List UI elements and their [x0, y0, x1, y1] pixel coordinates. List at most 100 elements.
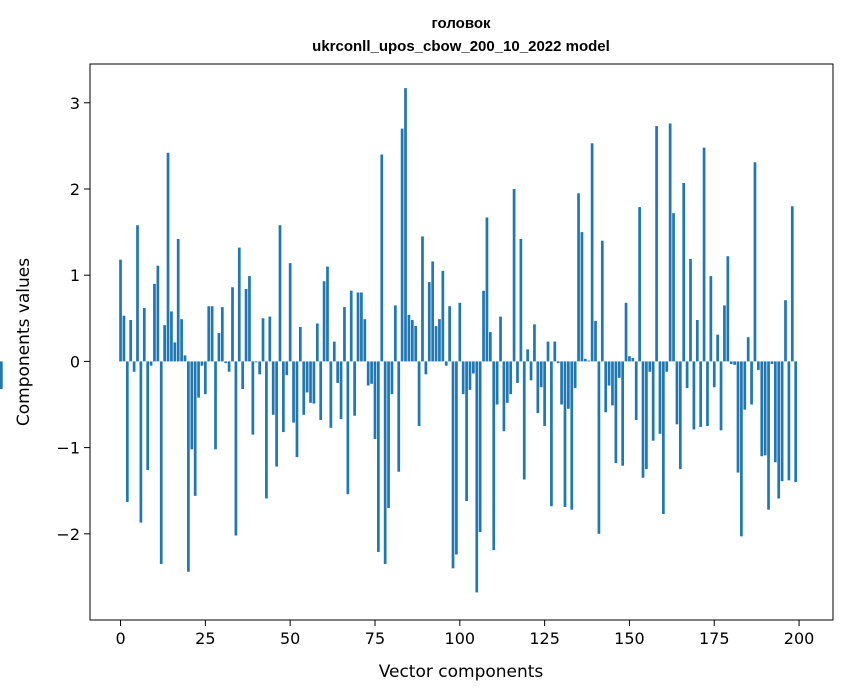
- bar-13: [163, 325, 166, 362]
- bar-90: [424, 361, 428, 375]
- y-tick-label-0: 0: [70, 352, 80, 371]
- bar-195: [780, 361, 784, 482]
- bar-156: [648, 361, 652, 372]
- bar-172: [702, 147, 706, 362]
- bar-21: [190, 361, 194, 450]
- bar-161: [665, 361, 669, 372]
- bar-88: [417, 361, 421, 427]
- bar-38: [248, 276, 251, 362]
- bar-178: [723, 305, 726, 362]
- bar-56: [309, 361, 312, 403]
- bar-123: [536, 361, 540, 414]
- bar-20: [187, 361, 190, 572]
- bar-22: [193, 361, 197, 496]
- bar-194: [777, 361, 781, 499]
- bar-183: [740, 361, 743, 537]
- bar-117: [516, 361, 519, 383]
- bar-86: [410, 320, 414, 362]
- bar-113: [502, 361, 506, 432]
- bar-30: [220, 307, 224, 362]
- bar-89: [421, 236, 424, 362]
- bar-10: [153, 283, 156, 362]
- chart-subtitle: ukrconll_upos_cbow_200_10_2022 model: [312, 38, 610, 55]
- bar-84: [404, 88, 407, 362]
- bar-166: [682, 182, 686, 362]
- bar-68: [349, 290, 353, 362]
- bar-11: [156, 265, 160, 362]
- bar-96: [444, 361, 448, 366]
- bar-130: [560, 361, 563, 405]
- bar-71: [360, 292, 363, 362]
- bar-62: [329, 361, 333, 428]
- bar-134: [573, 361, 577, 389]
- x-tick-label-75: 75: [365, 629, 385, 648]
- y-axis-label: Components values: [14, 258, 34, 426]
- bar-57: [312, 361, 316, 404]
- bar-142: [600, 240, 604, 362]
- bar-37: [244, 288, 248, 362]
- y-tick-label--2: −2: [56, 525, 80, 544]
- bar-146: [614, 361, 618, 464]
- bar-7: [142, 307, 146, 362]
- bar-127: [550, 361, 553, 507]
- bar-0: [119, 259, 122, 362]
- bar-187: [753, 162, 757, 362]
- bar-118: [519, 238, 523, 362]
- bar-2: [125, 361, 129, 502]
- bar-180: [729, 361, 733, 364]
- bar-150: [628, 356, 631, 362]
- bar-91: [427, 282, 431, 362]
- x-axis-label: Vector components: [379, 662, 544, 682]
- bar-153: [638, 207, 641, 362]
- bar-66: [343, 307, 346, 362]
- bar-176: [716, 334, 719, 362]
- x-tick-label-0: 0: [115, 629, 125, 648]
- bar-143: [604, 361, 608, 413]
- x-tick-label-175: 175: [699, 629, 730, 648]
- bar-31: [224, 361, 228, 364]
- bar-100: [458, 302, 462, 362]
- bar-39: [251, 361, 255, 435]
- bar-135: [577, 193, 580, 362]
- bar-46: [275, 361, 278, 467]
- bar-115: [509, 361, 513, 395]
- bar-80: [390, 361, 394, 395]
- bar-55: [305, 361, 309, 393]
- bar-95: [441, 270, 445, 362]
- bar-138: [587, 360, 591, 362]
- bar-199: [794, 361, 798, 483]
- bar-18: [180, 319, 183, 362]
- bar-198: [790, 206, 794, 362]
- bar-5: [136, 225, 139, 362]
- bar-141: [597, 361, 601, 534]
- bar-124: [539, 361, 543, 388]
- bar-93: [434, 326, 438, 362]
- bar-74: [370, 361, 373, 384]
- bar-140: [594, 320, 597, 362]
- bar-41: [258, 361, 261, 375]
- bar-110: [492, 361, 496, 551]
- bar-36: [241, 361, 245, 389]
- bar-28: [214, 361, 217, 450]
- bar-15: [170, 311, 173, 362]
- bar-103: [468, 361, 472, 390]
- bar-175: [712, 361, 716, 388]
- bar-82: [397, 361, 401, 472]
- bar-92: [431, 261, 435, 362]
- bar-65: [339, 361, 343, 420]
- bar-72: [363, 319, 367, 362]
- bar-179: [726, 256, 730, 362]
- bar-16: [173, 342, 177, 362]
- bar-119: [522, 361, 526, 480]
- bar-94: [438, 319, 441, 362]
- bar-101: [461, 361, 465, 395]
- bar-102: [465, 361, 468, 502]
- bar-139: [590, 143, 594, 362]
- bar-162: [668, 123, 672, 362]
- bar-105: [475, 361, 479, 593]
- plot-frame: [89, 63, 834, 621]
- x-tick-label-125: 125: [529, 629, 560, 648]
- y-tick-label-1: 1: [70, 266, 80, 285]
- bar-25: [203, 361, 207, 395]
- chart-title: головок: [431, 15, 491, 32]
